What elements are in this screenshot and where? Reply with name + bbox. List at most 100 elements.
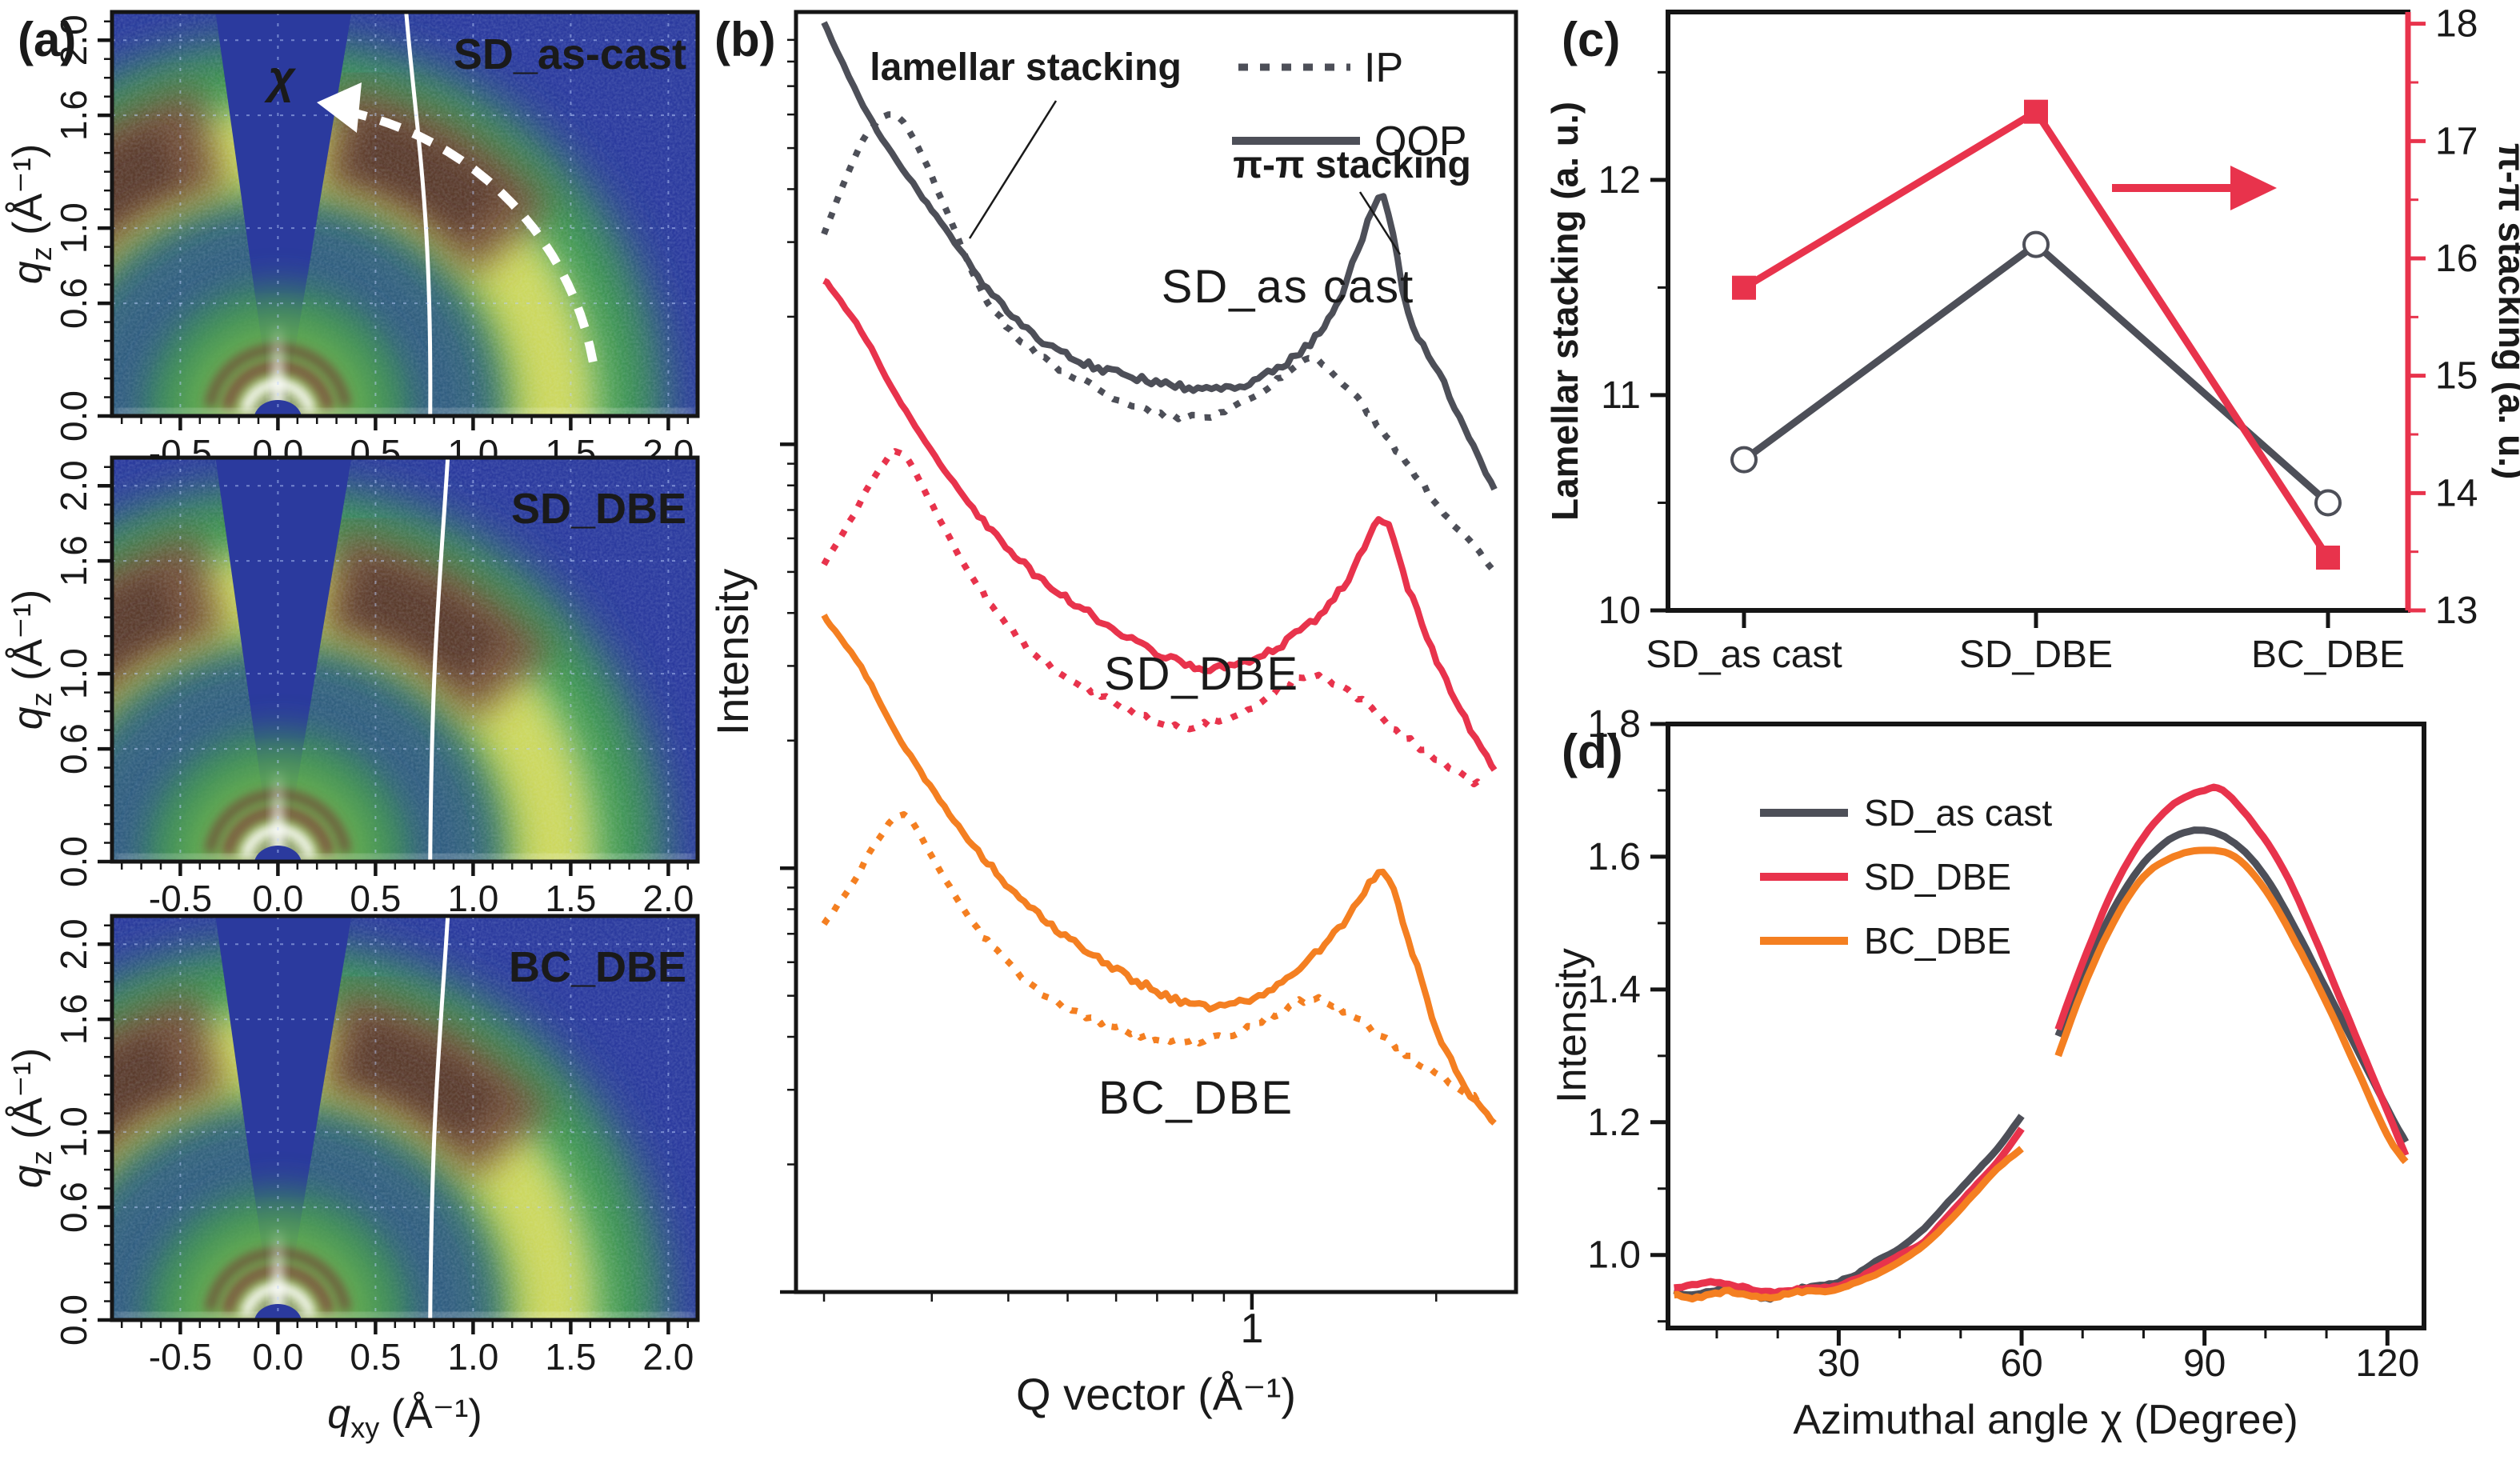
y-tick-label: 1.0: [53, 648, 94, 699]
panel-a-ylabel: qz (Å⁻¹): [5, 590, 58, 730]
d-legend-bc-dbe: BC_DBE: [1864, 920, 2011, 962]
b-curve-sd_as-cast-oop: [821, 21, 1498, 491]
d-y-tick-label: 1.8: [1587, 703, 1641, 746]
panel-a-ylabel: qz (Å⁻¹): [5, 144, 58, 284]
d-y-tick-label: 1.6: [1587, 836, 1641, 878]
panel-a-ylabel: qz (Å⁻¹): [5, 1048, 58, 1188]
tspan: q: [5, 261, 51, 284]
panel-b-ylabel: Intensity: [707, 569, 758, 736]
right-arrow-icon: [2230, 166, 2277, 210]
beam-streak: [272, 322, 284, 416]
x-tick-label: 0.5: [350, 878, 401, 919]
heatmap-0: -0.5 0.0 0.5 1.0 1.5 2.00.00.61.01.62.0qz (Å⁻…: [5, 10, 700, 474]
b-curve-bc_dbe-ip: [821, 810, 1481, 1106]
series-label-sd-dbe: SD_DBE: [1104, 648, 1299, 700]
y-tick-label: 0.0: [53, 836, 94, 887]
tspan: (Å⁻¹): [379, 1391, 482, 1438]
panel-d-tag: (d): [1562, 725, 1623, 778]
x-tick-label: 1.0: [447, 878, 498, 919]
heatmap-frame: [110, 10, 700, 418]
panel-d-azimuthal: 1.0 1.2 1.4 1.6 1.8 30 60 90 120: [1587, 703, 2426, 1385]
y-tick-label: 1.0: [53, 202, 94, 254]
y-tick-label: 1.6: [53, 90, 94, 141]
y-tick-label: 2.0: [53, 460, 94, 511]
x-tick-label: 1.5: [545, 1336, 596, 1378]
y-tick-label: 2.0: [53, 918, 94, 970]
tspan: z: [25, 1150, 58, 1165]
panel-b-tag: (b): [714, 13, 776, 66]
detector-gap-line: [428, 916, 450, 1320]
lamellar-leader-line: [968, 100, 1058, 239]
panel-b-xtick-1: 1: [1241, 1306, 1264, 1352]
heatmap-label-sd-dbe: SD_DBE: [511, 485, 686, 533]
c-right-tick-label: 17: [2435, 120, 2478, 162]
d-curve-sd_dbe-left: [1674, 1126, 2025, 1297]
b-curve-sd_as-cast-ip: [821, 111, 1498, 574]
c-right-tick-label: 13: [2435, 590, 2478, 632]
c-right-tick-label: 18: [2435, 3, 2478, 46]
panel-a-tag: (a): [18, 13, 76, 66]
horizon-line: [115, 855, 694, 858]
d-x-tick-label: 60: [2000, 1342, 2042, 1385]
panel-d-xlabel: Azimuthal angle χ (Degree): [1793, 1397, 2298, 1443]
heatmap-frame: [110, 914, 700, 1322]
heatmap-frame: [110, 455, 700, 864]
beamstop-notch: [254, 1304, 302, 1320]
x-tick-label: 1.5: [545, 878, 596, 919]
panel-c-tag: (c): [1562, 13, 1620, 66]
d-curve-bc_dbe-left: [1674, 1146, 2024, 1303]
heatmap-paint: [112, 12, 698, 416]
detector-wedge: [215, 916, 352, 1299]
c-left-tick-label: 11: [1601, 374, 1641, 417]
tspan: q: [5, 1165, 51, 1188]
x-tick-label: 1.0: [447, 1336, 498, 1378]
d-curve-sd_as-cast-right: [2054, 826, 2410, 1144]
c-lamellar-line: [1742, 239, 2330, 506]
x-tick-label: 2.0: [642, 1336, 694, 1378]
c-lamellar-marker: [2022, 230, 2050, 258]
b-curve-sd_dbe-ip: [821, 448, 1483, 788]
pipi-leader-line: [1358, 191, 1402, 255]
panel-b-xlabel: Q vector (Å⁻¹): [1016, 1369, 1296, 1419]
x-tick-label: -0.5: [149, 878, 212, 919]
c-lamellar-marker: [2314, 489, 2342, 517]
y-tick-label: 2.0: [53, 14, 94, 66]
tspan: q: [327, 1391, 350, 1438]
x-tick-label: -0.5: [149, 1336, 212, 1378]
d-y-tick-label: 1.2: [1587, 1102, 1641, 1144]
annotation-lamellar-stacking: lamellar stacking: [870, 46, 1182, 89]
y-tick-label: 0.0: [53, 390, 94, 442]
c-left-tick-label: 12: [1598, 159, 1641, 202]
d-x-tick-label: 30: [1818, 1342, 1860, 1385]
panel-c-dual-axis: 10 11 12 13 14 15 16 17 18: [1598, 3, 2478, 632]
x-tick-label: 2.0: [642, 878, 694, 919]
tspan: xy: [350, 1411, 379, 1444]
d-y-tick-label: 1.0: [1587, 1234, 1641, 1277]
beamstop-notch: [254, 846, 302, 862]
detector-gap-line: [404, 12, 433, 416]
legend-oop-label: OOP: [1374, 118, 1467, 165]
chi-arc: [354, 109, 598, 363]
c-right-tick-label: 15: [2435, 355, 2478, 398]
c-lamellar-marker: [1730, 446, 1758, 474]
tspan: (Å⁻¹): [5, 590, 51, 693]
panel-b-frame: [794, 10, 1518, 1294]
c-pipi-marker: [2024, 99, 2048, 124]
y-tick-label: 0.6: [53, 1182, 94, 1233]
category-bc-dbe: BC_DBE: [2251, 634, 2405, 676]
d-x-tick-label: 120: [2355, 1342, 2419, 1385]
series-label-sd-as-cast: SD_as cast: [1162, 261, 1415, 313]
d-curve-sd_dbe-right: [2054, 783, 2410, 1157]
c-pipi-marker: [2316, 546, 2340, 570]
panel-d-frame: [1666, 722, 2426, 1330]
c-pipi-marker: [1732, 275, 1756, 300]
d-legend-sd-dbe: SD_DBE: [1864, 856, 2011, 898]
detector-wedge: [215, 12, 352, 395]
b-curve-bc_dbe-oop: [821, 613, 1497, 1126]
d-legend-sd-as-cast: SD_as cast: [1864, 792, 2052, 834]
c-right-tick-label: 16: [2435, 238, 2478, 280]
b-curve-sd_dbe-oop: [822, 278, 1498, 772]
tspan: (Å⁻¹): [5, 144, 51, 247]
